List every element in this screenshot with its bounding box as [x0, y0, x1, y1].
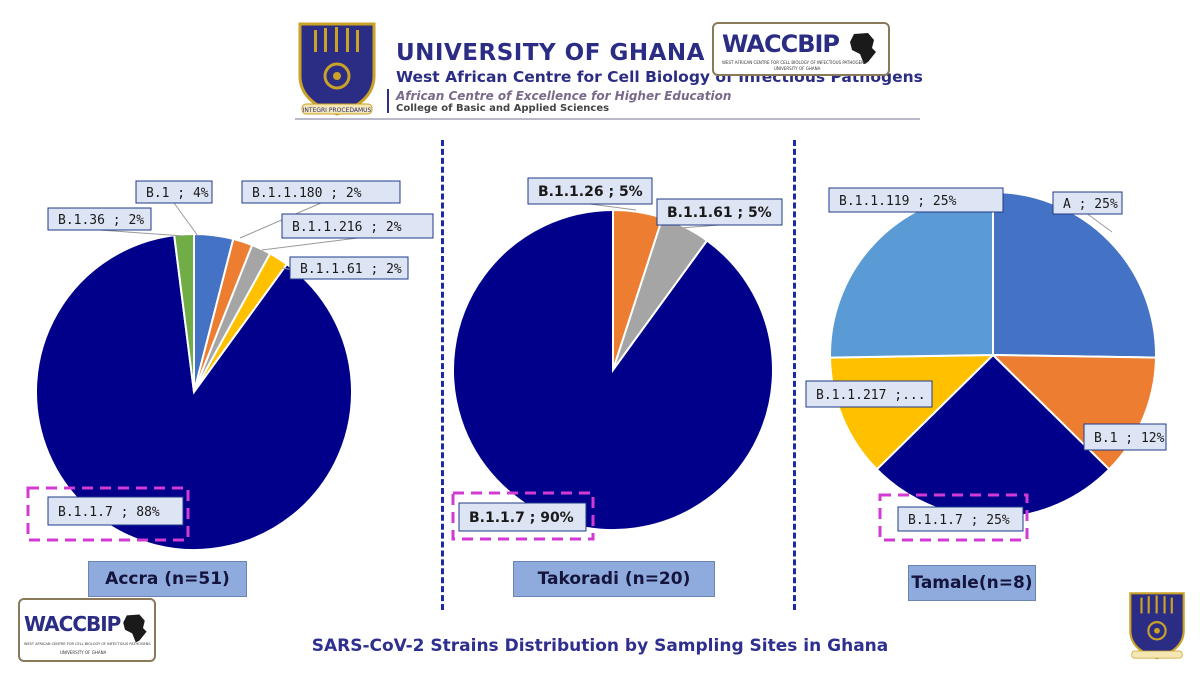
africa-map-icon — [850, 33, 876, 64]
data-label-box — [47, 496, 184, 526]
highlight-box — [878, 493, 1029, 542]
data-label: B.1.1.61 ; 5% — [667, 205, 772, 221]
waccbip-footer-caption-2: UNIVERSITY OF GHANA — [60, 650, 107, 655]
data-label: B.1.1.7 ; 90% — [469, 510, 574, 526]
pie-slice-b-1-1-7 — [452, 208, 774, 531]
leader-line — [239, 202, 322, 239]
data-label-box — [828, 187, 1004, 213]
ace-subtitle: African Centre of Excellence for Higher … — [396, 89, 732, 103]
pie-slice-b-1-1-119 — [829, 190, 994, 359]
university-crest-icon: INTEGRI PROCEDAMUS — [298, 22, 376, 116]
site-label-takoradi: Takoradi (n=20) — [513, 561, 715, 597]
waccbip-logo-caption: WEST AFRICAN CENTRE FOR CELL BIOLOGY OF … — [722, 60, 867, 65]
data-label-box — [527, 177, 653, 205]
college-subtitle: College of Basic and Applied Sciences — [396, 103, 610, 114]
footer-title: SARS-CoV-2 Strains Distribution by Sampl… — [311, 636, 889, 656]
waccbip-footer-caption: WEST AFRICAN CENTRE FOR CELL BIOLOGY OF … — [24, 642, 151, 646]
data-label-box — [1083, 423, 1167, 451]
leader-line — [1087, 213, 1113, 233]
waccbip-header-logo: WACCBIP WEST AFRICAN CENTRE FOR CELL BIO… — [712, 22, 890, 76]
data-label: B.1.1.26 ; 5% — [538, 184, 643, 200]
data-label: B.1.36 ; 2% — [58, 213, 144, 228]
leader-line — [173, 202, 199, 237]
data-label-box — [289, 256, 409, 280]
data-label: B.1.1.180 ; 2% — [252, 186, 362, 201]
data-label-box — [47, 207, 152, 231]
data-label: B.1 ; 12% — [1094, 431, 1165, 446]
data-label: B.1.1.217 ;... — [816, 388, 926, 403]
pie-chart-2: A ; 25% B.1 ; 12% B.1.1.7 ; 25% B.1.1.217 ;… — [805, 187, 1167, 542]
data-label-box — [1052, 191, 1123, 215]
data-label-box — [656, 198, 783, 226]
data-label: B.1.1.61 ; 2% — [300, 262, 402, 277]
pie-chart-0: B.1 ; 4% B.1.1.180 ; 2% B.1.1.216 ; 2% B.1.… — [26, 180, 434, 551]
separator-right — [793, 140, 796, 610]
data-label-box — [281, 213, 434, 239]
waccbip-logo-text: WACCBIP — [722, 30, 840, 58]
waccbip-footer-logo-text: WACCBIP — [24, 612, 121, 636]
data-label: A ; 25% — [1063, 197, 1118, 212]
africa-map-footer-icon — [123, 614, 147, 643]
data-label: B.1.1.216 ; 2% — [292, 220, 402, 235]
data-label-box — [805, 380, 933, 408]
header-underline — [295, 118, 920, 120]
separator-left — [441, 140, 444, 610]
highlight-box — [26, 486, 190, 542]
pie-slice-a — [992, 190, 1157, 359]
leader-line — [589, 203, 637, 211]
crest-motto: INTEGRI PROCEDAMUS — [303, 107, 372, 114]
data-label-box — [135, 180, 213, 204]
highlight-box — [451, 491, 595, 541]
university-crest-footer-icon — [1129, 592, 1185, 660]
data-label: B.1.1.119 ; 25% — [839, 194, 957, 209]
leader-line — [99, 229, 185, 237]
waccbip-logo-caption-2: UNIVERSITY OF GHANA — [774, 66, 821, 71]
leader-line — [261, 237, 358, 251]
pie-chart-1: B.1.1.26 ; 5% B.1.1.61 ; 5% B.1.1.7 ; 90% — [451, 177, 783, 541]
data-label: B.1.1.7 ; 25% — [908, 513, 1010, 528]
pie-slice-b-1-1-7 — [35, 234, 353, 551]
header-divider — [387, 89, 389, 113]
site-label-accra: Accra (n=51) — [88, 561, 247, 597]
data-label-box — [897, 506, 1024, 532]
waccbip-footer-logo: WACCBIP WEST AFRICAN CENTRE FOR CELL BIO… — [18, 598, 156, 662]
data-label: B.1.1.7 ; 88% — [58, 505, 160, 520]
data-label-box — [241, 180, 401, 204]
data-label: B.1 ; 4% — [146, 186, 209, 201]
site-label-tamale: Tamale(n=8) — [908, 565, 1036, 601]
data-label-box — [458, 502, 587, 532]
university-name: UNIVERSITY OF GHANA — [396, 40, 705, 66]
header-banner: INTEGRI PROCEDAMUS UNIVERSITY OF GHANA W… — [280, 10, 923, 122]
